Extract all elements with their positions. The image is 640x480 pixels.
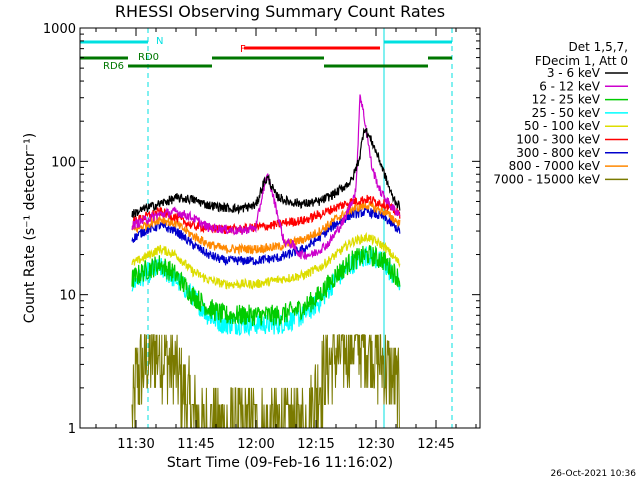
legend-label: 12 - 25 keV xyxy=(532,93,601,107)
y-tick-label: 100 xyxy=(51,155,76,170)
legend-label: 7000 - 15000 keV xyxy=(493,172,600,186)
series-layer xyxy=(131,94,401,429)
legend-header-line-1: Det 1,5,7, xyxy=(569,40,629,54)
legend-label: 50 - 100 keV xyxy=(524,119,601,133)
legend-label: 6 - 12 keV xyxy=(539,79,601,93)
x-tick-label: 12:15 xyxy=(297,437,334,452)
y-tick-label: 1000 xyxy=(43,22,76,37)
legend-header-line-2: FDecim 1, Att 0 xyxy=(535,54,628,68)
y-axis: 1 10 100 1000 xyxy=(43,22,480,437)
x-tick-label: 11:30 xyxy=(117,437,154,452)
plot-area xyxy=(147,28,453,428)
state-bars: N F RD0 RD6 xyxy=(80,36,452,72)
legend-label: 800 - 7000 keV xyxy=(509,159,601,173)
y-tick-label: 1 xyxy=(68,422,76,437)
state-bar-label: RD0 xyxy=(138,52,159,63)
legend-label: 100 - 300 keV xyxy=(516,133,600,147)
x-tick-label: 11:45 xyxy=(177,437,214,452)
series-line-800-7000kev xyxy=(131,201,401,256)
state-bar-label: N xyxy=(156,36,163,47)
plot-frame xyxy=(79,27,481,429)
legend-label: 300 - 800 keV xyxy=(516,146,600,160)
state-bar-label: RD6 xyxy=(103,61,124,72)
y-axis-label: Count Rate (s⁻¹ detector⁻¹) xyxy=(22,133,38,323)
legend-label: 3 - 6 keV xyxy=(547,66,601,80)
x-tick-label: 12:30 xyxy=(357,437,394,452)
y-tick-label: 10 xyxy=(59,289,76,304)
x-tick-label: 12:45 xyxy=(417,437,454,452)
chart-title: RHESSI Observing Summary Count Rates xyxy=(115,2,445,21)
x-axis-label: Start Time (09-Feb-16 11:16:02) xyxy=(167,455,393,471)
x-axis: 11:30 11:45 12:00 12:15 12:30 12:45 xyxy=(95,28,477,452)
footer-timestamp: 26-Oct-2021 10:36 xyxy=(551,469,637,479)
series-line-25-50kev xyxy=(131,246,401,337)
legend-label: 25 - 50 keV xyxy=(532,106,601,120)
series-line-6-12kev xyxy=(131,94,401,261)
series-line-7000-15000kev xyxy=(131,334,400,429)
x-tick-label: 12:00 xyxy=(237,437,274,452)
state-bar-label: F xyxy=(240,44,246,55)
series-line-12-25kev xyxy=(131,245,401,327)
series-line-3-6kev xyxy=(131,127,401,218)
series-line-50-100kev xyxy=(131,231,401,291)
